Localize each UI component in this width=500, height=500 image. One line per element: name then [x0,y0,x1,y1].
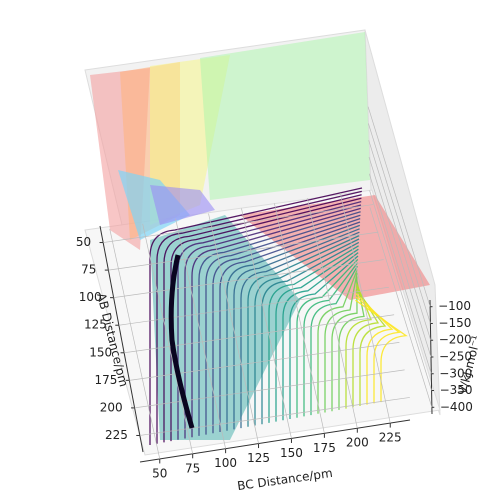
surface-sheet [150,185,215,225]
grid-line [368,123,431,324]
contour-line [163,194,362,443]
grid-line [108,231,379,271]
y-axis-tick-label: 225 [379,431,402,445]
y-axis-tick-label: 175 [313,441,336,455]
x-axis-tick-label: 125 [84,318,107,332]
trajectory [168,254,195,429]
contour-line [156,190,362,444]
grid-line [175,218,226,449]
z-axis-tick-label: −350 [440,383,473,397]
x-axis-tick-label: 50 [76,235,91,249]
grid-line [368,140,432,341]
contour-line [198,211,361,436]
contour-line [226,224,361,431]
contour-line [233,228,360,430]
contour-line [212,217,361,434]
contour-line [170,197,362,442]
grid-line [103,204,374,243]
contour-line [247,235,360,427]
grid-line [368,156,432,358]
z-axis-tick-label: −250 [439,350,472,364]
y-axis-label: BC Distance/pm [236,466,333,493]
contours [149,187,408,445]
contour-line [355,292,394,405]
contour-line [184,204,362,439]
grid-line [339,192,391,424]
grid-line [129,341,400,381]
contour-line [282,252,359,421]
y-axis-tick-label: 125 [247,451,270,465]
y-axis-tick-label: 100 [214,456,237,470]
contour-line [310,265,358,416]
surface-sheet [200,32,370,200]
grid-line [113,259,384,299]
contour-line [355,289,387,406]
grid-line [208,213,259,444]
contour-line [254,238,360,426]
contour-line [261,241,360,425]
y-axis-tick-label: 200 [346,436,369,450]
contour-line [331,276,358,412]
grid-line [241,208,292,439]
contour-line [355,296,401,404]
z-axis-tick-label: −100 [438,299,471,313]
x-axis-tick-label: 100 [79,290,102,304]
y-axis-tick-label: 150 [280,446,303,460]
x-axis-tick-label: 225 [105,428,128,442]
grid-line [142,223,194,454]
contour-line [240,231,360,429]
contour-line [268,245,359,423]
z-axis-tick-label: −400 [440,400,473,414]
contour-line [177,200,362,440]
z-axis-tick-label: −300 [439,366,472,380]
grid-line [367,106,431,307]
grid-line [118,286,389,326]
contour-line [355,299,408,403]
x-axis-tick-label: 150 [89,345,112,359]
contour-line [219,221,361,432]
z-axis-tick-label: −200 [439,333,472,347]
y-axis-line [139,419,411,463]
grid-line [369,207,433,408]
surface-sheet [118,170,190,240]
grid-line [368,173,432,374]
y-axis-tick-label: 75 [185,461,200,475]
surface-sheet [150,215,300,440]
side-pane [364,29,441,416]
grid-line [134,369,405,409]
contour-line [191,207,361,438]
contour-line [352,286,380,408]
x-axis-line [99,225,144,453]
contour-line [324,272,358,413]
contour-line [296,258,359,418]
contour-line [345,282,372,409]
z-axis-tick-label: −150 [438,316,471,330]
x-axis-tick-label: 200 [100,400,123,414]
axes: 50 75 100 125 150 175 200 225 50 75 100 125 150 175 20… [76,106,473,480]
x-axis-tick-label: 175 [94,373,117,387]
contour-line [275,248,359,422]
grid-line [306,198,358,429]
grid-line [369,190,432,391]
grid-line [274,203,325,434]
contour-line [289,255,359,419]
grid-line [139,397,410,436]
grid-line [109,228,161,460]
contour-line [205,214,361,435]
y-axis-tick-label: 50 [152,466,167,480]
x-axis-tick-label: 75 [81,263,96,277]
contour-line [317,269,358,414]
